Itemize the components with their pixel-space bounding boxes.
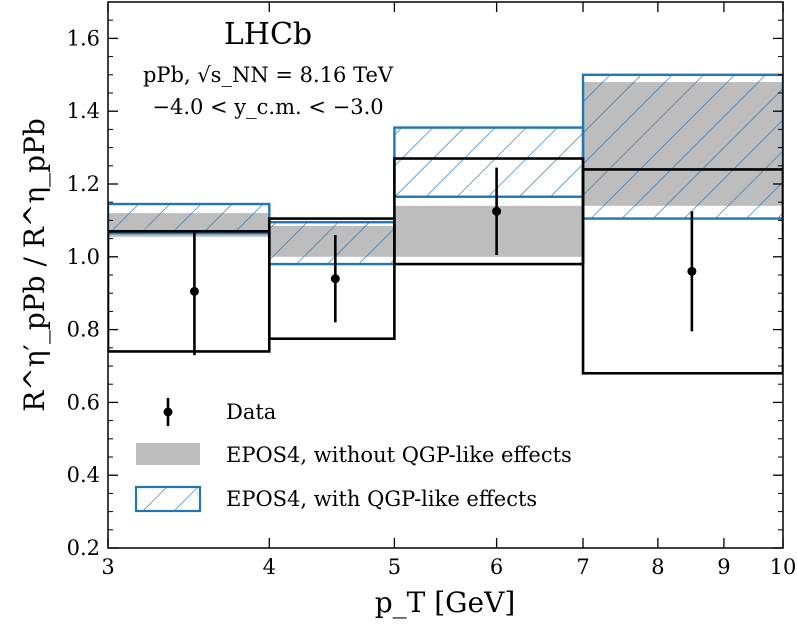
data-point-0 xyxy=(189,286,199,296)
collision-system-label: pPb, √s_NN = 8.16 TeV xyxy=(143,63,394,87)
x-tick-label-6: 9 xyxy=(717,555,730,579)
legend-label-without: EPOS4, without QGP-like effects xyxy=(226,443,572,467)
x-tick-label-5: 8 xyxy=(651,555,664,579)
x-tick-label-2: 5 xyxy=(388,555,401,579)
legend-label-data: Data xyxy=(226,400,276,424)
x-tick-label-7: 10 xyxy=(770,555,797,579)
x-tick-label-1: 4 xyxy=(263,555,276,579)
epos4-with-band-0 xyxy=(108,202,271,235)
y-tick-label-0: 0.2 xyxy=(67,536,100,560)
y-tick-label-5: 1.2 xyxy=(67,172,100,196)
x-tick-label-0: 3 xyxy=(101,555,114,579)
y-tick-label-2: 0.6 xyxy=(67,390,100,414)
y-tick-label-3: 0.8 xyxy=(67,318,100,342)
legend-entry-with: EPOS4, with QGP-like effects xyxy=(134,485,537,513)
y-tick-label-7: 1.6 xyxy=(67,26,100,50)
x-tick-label-3: 6 xyxy=(490,555,503,579)
legend-entry-without: EPOS4, without QGP-like effects xyxy=(136,443,572,467)
epos4-with-band-3 xyxy=(581,73,783,220)
legend-swatch-with xyxy=(134,485,202,513)
data-points xyxy=(189,167,697,356)
data-point-2 xyxy=(492,206,502,216)
rapidity-range-label: −4.0 < y_c.m. < −3.0 xyxy=(152,95,383,119)
epos4-with-bands xyxy=(108,73,783,266)
y-tick-label-1: 0.4 xyxy=(67,463,100,487)
y-axis-label: R^η′_pPb / R^η_pPb xyxy=(18,118,51,412)
x-axis-label: p_T [GeV] xyxy=(375,586,516,619)
legend-entry-data: Data xyxy=(163,398,276,426)
data-syst-box-1 xyxy=(267,217,396,341)
epos4-with-band-2 xyxy=(393,126,585,198)
y-tick-label-6: 1.4 xyxy=(67,99,100,123)
chart-title: LHCb xyxy=(224,17,312,52)
data-point-1 xyxy=(330,274,340,284)
axis-ticks: 3 4 5 6 7 8 9 10 0.2 0.4 0.6 0.8 1.0 1.2 1.4 1.6 xyxy=(67,1,797,579)
data-systematic-boxes xyxy=(108,157,783,375)
legend-label-with: EPOS4, with QGP-like effects xyxy=(226,487,537,511)
legend-swatch-without xyxy=(136,443,200,465)
y-tick-label-4: 1.0 xyxy=(67,245,100,269)
legend: Data EPOS4, without QGP-like effects EPO… xyxy=(134,398,572,513)
data-syst-box-0 xyxy=(108,230,271,353)
epos4-without-band-2 xyxy=(394,205,584,257)
epos4-with-band-1 xyxy=(268,221,396,266)
x-tick-label-4: 7 xyxy=(576,555,589,579)
legend-data-marker xyxy=(163,407,173,417)
data-point-3 xyxy=(687,266,697,276)
